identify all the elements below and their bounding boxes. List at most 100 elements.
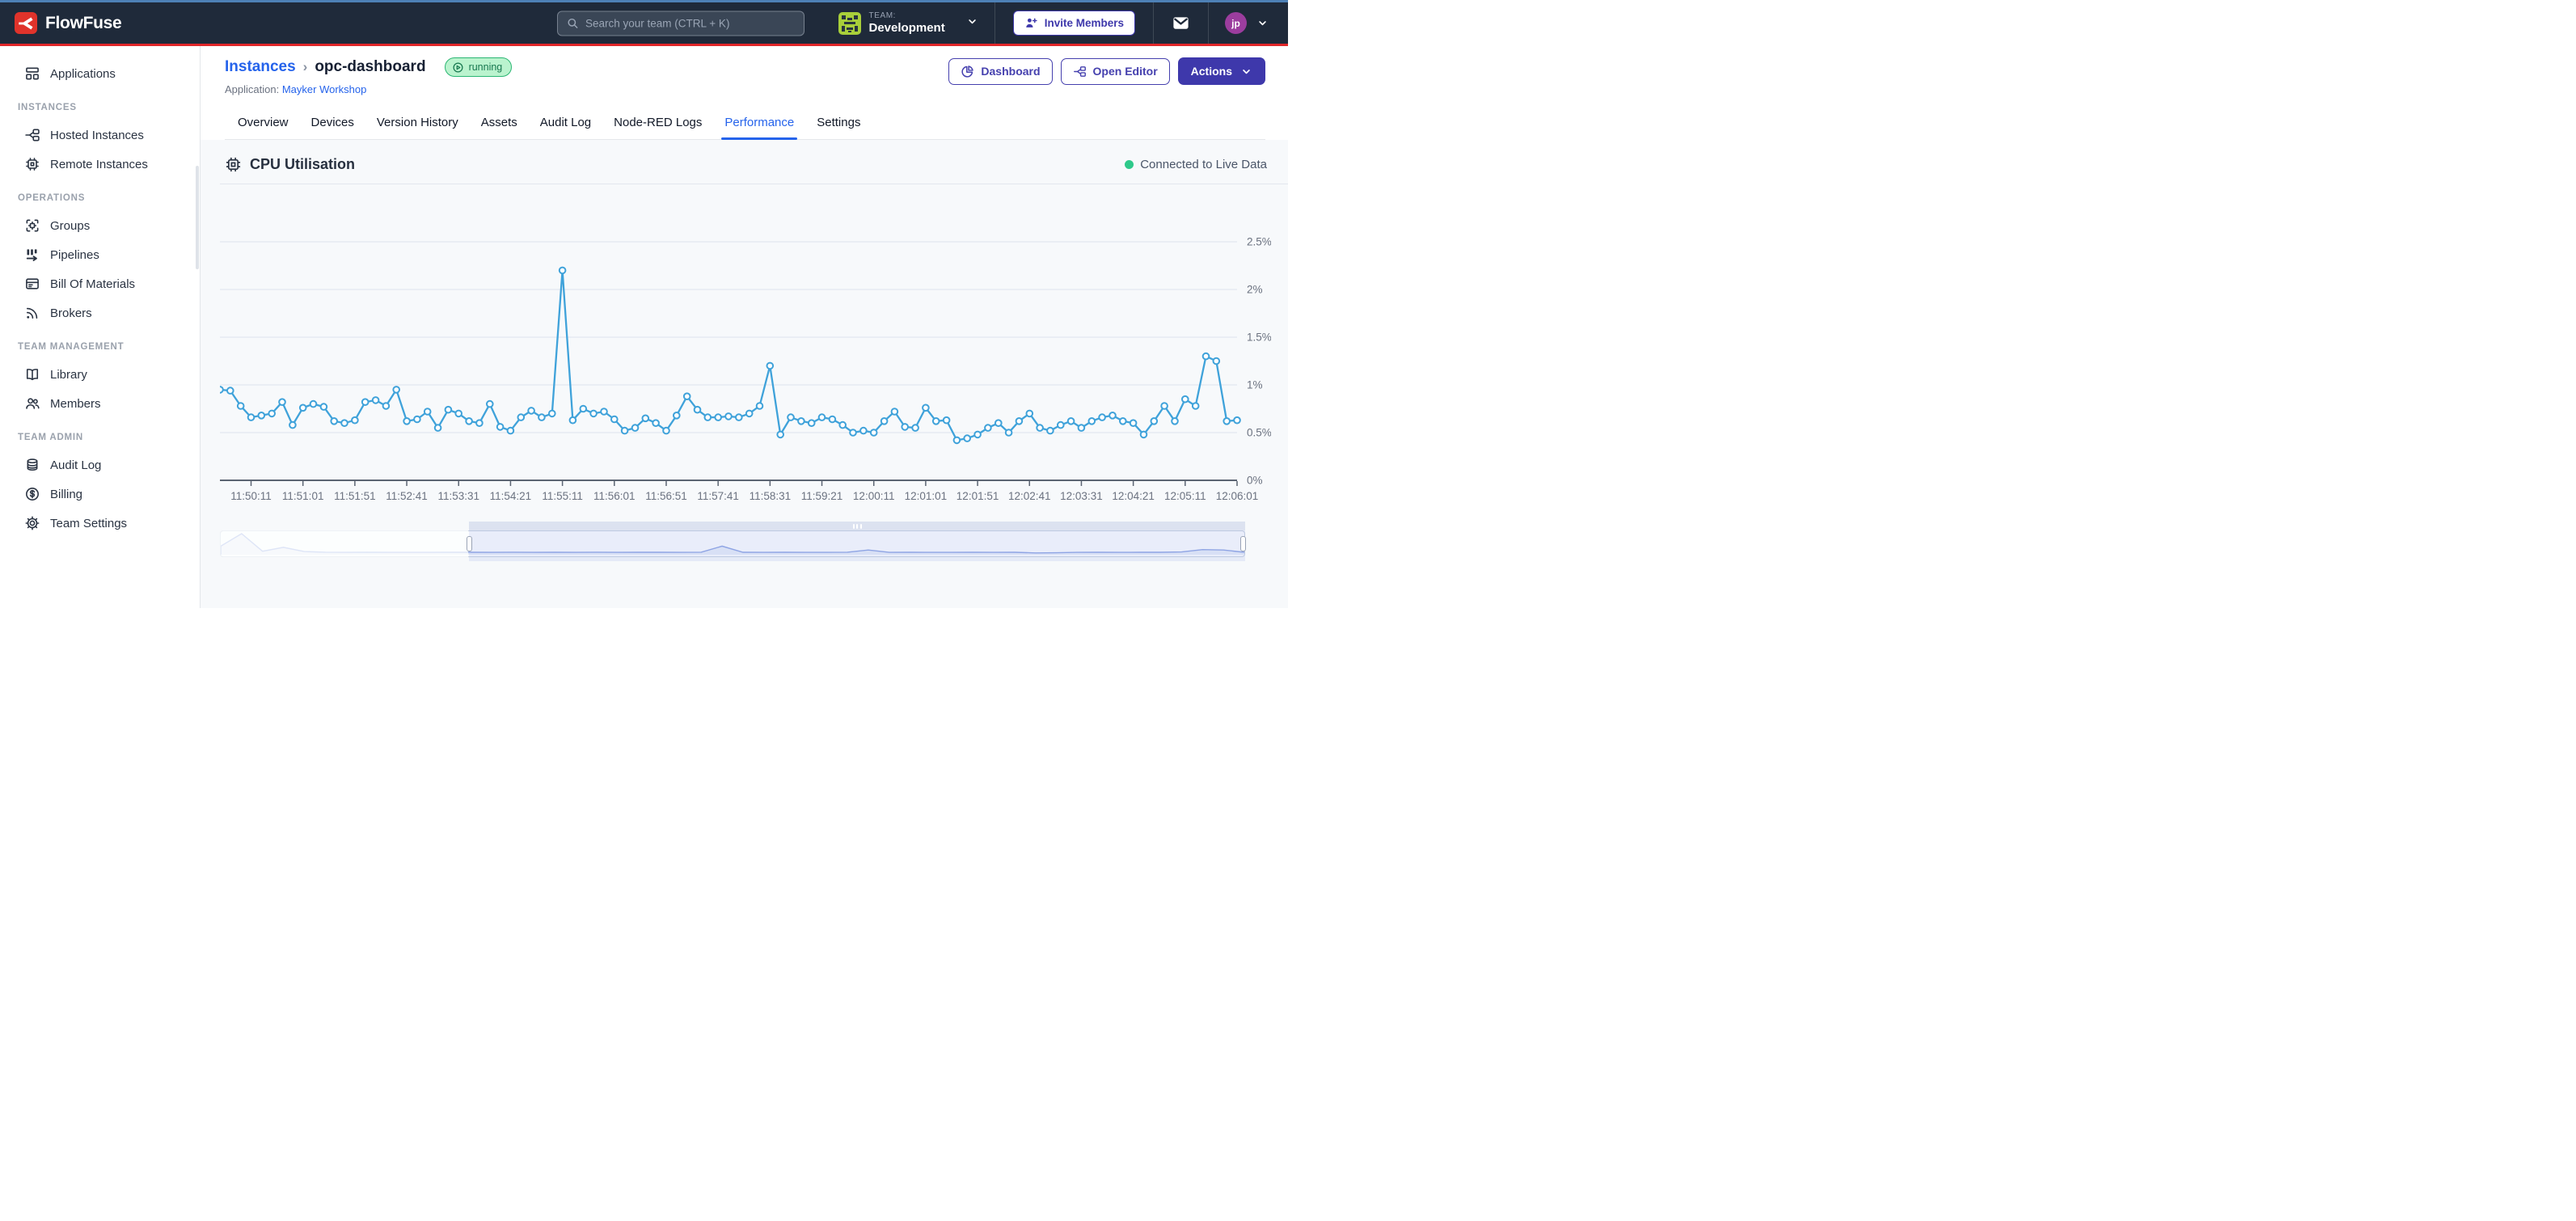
data-point-marker (455, 411, 462, 417)
tab-version-history[interactable]: Version History (365, 108, 470, 139)
dashboard-button[interactable]: Dashboard (948, 58, 1052, 85)
application-link[interactable]: Mayker Workshop (282, 83, 367, 95)
user-menu[interactable]: jp (1209, 12, 1273, 34)
tab-devices[interactable]: Devices (300, 108, 365, 139)
status-text: running (469, 61, 503, 73)
hosted-instances-icon (24, 127, 40, 143)
data-point-marker (248, 414, 255, 420)
live-status-text: Connected to Live Data (1140, 158, 1267, 171)
x-axis-label: 12:02:41 (1008, 490, 1051, 502)
sidebar-item-label: Billing (50, 488, 82, 501)
sidebar-item-hosted-instances[interactable]: Hosted Instances (0, 120, 200, 150)
sidebar-item-label: Applications (50, 67, 116, 81)
open-editor-button[interactable]: Open Editor (1061, 58, 1170, 85)
actions-button[interactable]: Actions (1178, 57, 1265, 85)
brush-unselected-region[interactable] (220, 530, 468, 557)
data-point-marker (1234, 417, 1240, 424)
sidebar-item-bill-of-materials[interactable]: Bill Of Materials (0, 269, 200, 298)
y-axis-label: 0% (1247, 475, 1263, 487)
data-point-marker (985, 425, 991, 431)
brush-handle-right[interactable] (1240, 536, 1246, 551)
brokers-icon (24, 305, 40, 321)
sidebar-item-team-settings[interactable]: Team Settings (0, 509, 200, 538)
sidebar-scrollbar[interactable] (196, 166, 199, 269)
breadcrumb-separator: › (303, 59, 308, 75)
data-point-marker (850, 429, 856, 436)
data-point-marker (1016, 418, 1023, 425)
invite-members-button[interactable]: Invite Members (1013, 11, 1135, 36)
sidebar-item-audit-log[interactable]: Audit Log (0, 450, 200, 480)
x-axis-label: 11:51:51 (334, 490, 376, 502)
tab-overview[interactable]: Overview (226, 108, 300, 139)
applications-icon (24, 65, 40, 82)
flowfuse-logo[interactable]: FlowFuse (15, 12, 121, 34)
sidebar-item-members[interactable]: Members (0, 389, 200, 418)
tab-node-red-logs[interactable]: Node-RED Logs (602, 108, 713, 139)
team-selector[interactable]: TEAM: Development (832, 2, 995, 44)
sidebar-item-groups[interactable]: Groups (0, 211, 200, 240)
x-axis-label: 11:55:11 (542, 490, 583, 502)
x-axis-label: 12:04:21 (1112, 490, 1155, 502)
sidebar-item-remote-instances[interactable]: Remote Instances (0, 150, 200, 179)
sidebar-item-brokers[interactable]: Brokers (0, 298, 200, 327)
sidebar-item-label: Audit Log (50, 458, 101, 472)
data-point-marker (1058, 422, 1064, 429)
tab-settings[interactable]: Settings (805, 108, 872, 139)
breadcrumb-instances-link[interactable]: Instances (225, 58, 296, 76)
data-point-marker (590, 411, 597, 417)
main-panel: Instances › opc-dashboard running (201, 46, 1288, 608)
chevron-down-icon (1240, 65, 1252, 78)
tab-assets[interactable]: Assets (470, 108, 529, 139)
data-point-marker (767, 363, 774, 370)
data-point-marker (1172, 418, 1178, 425)
dashboard-button-label: Dashboard (981, 65, 1040, 78)
time-range-brush (220, 521, 1245, 561)
data-point-marker (809, 420, 815, 426)
data-point-marker (1037, 425, 1043, 431)
sidebar-item-applications[interactable]: Applications (0, 59, 200, 88)
x-axis-label: 11:57:41 (697, 490, 739, 502)
sidebar-section-team-admin: TEAM ADMIN (0, 418, 200, 450)
team-name: Development (869, 21, 945, 35)
search-input[interactable] (585, 17, 796, 29)
data-point-marker (549, 411, 555, 417)
instance-header: Instances › opc-dashboard running (201, 46, 1288, 140)
x-axis-label: 11:58:31 (750, 490, 792, 502)
team-avatar (838, 12, 861, 35)
avatar: jp (1225, 12, 1247, 34)
tab-audit-log[interactable]: Audit Log (529, 108, 602, 139)
brush-drag-bar[interactable] (469, 522, 1245, 530)
notifications-button[interactable] (1154, 2, 1208, 44)
sidebar: Applications INSTANCESHosted InstancesRem… (0, 46, 201, 608)
sidebar-item-pipelines[interactable]: Pipelines (0, 240, 200, 269)
data-point-marker (933, 418, 940, 425)
y-axis-label: 1.5% (1247, 332, 1271, 344)
status-badge: running (445, 57, 513, 77)
sidebar-section-instances: INSTANCES (0, 88, 200, 120)
data-point-marker (974, 432, 981, 438)
data-point-marker (923, 405, 929, 412)
data-point-marker (446, 407, 452, 413)
tab-performance[interactable]: Performance (713, 108, 805, 139)
sidebar-item-label: Members (50, 397, 101, 411)
brush-selection[interactable] (469, 522, 1245, 561)
sidebar-item-label: Library (50, 368, 87, 382)
data-point-marker (362, 399, 369, 405)
y-axis-label: 2% (1247, 284, 1263, 296)
data-point-marker (435, 425, 441, 431)
node-red-flow-icon (1073, 65, 1087, 78)
data-point-marker (944, 417, 950, 424)
invite-members-label: Invite Members (1045, 17, 1124, 29)
data-point-marker (300, 405, 306, 412)
sidebar-item-billing[interactable]: Billing (0, 480, 200, 509)
data-point-marker (788, 414, 794, 420)
data-point-marker (964, 435, 970, 442)
brush-handle-left[interactable] (467, 536, 472, 551)
data-point-marker (819, 414, 826, 420)
data-point-marker (725, 413, 732, 420)
data-point-marker (279, 399, 285, 405)
search-box (557, 11, 804, 36)
data-point-marker (611, 416, 618, 423)
brand-name: FlowFuse (45, 14, 121, 33)
sidebar-item-library[interactable]: Library (0, 360, 200, 389)
